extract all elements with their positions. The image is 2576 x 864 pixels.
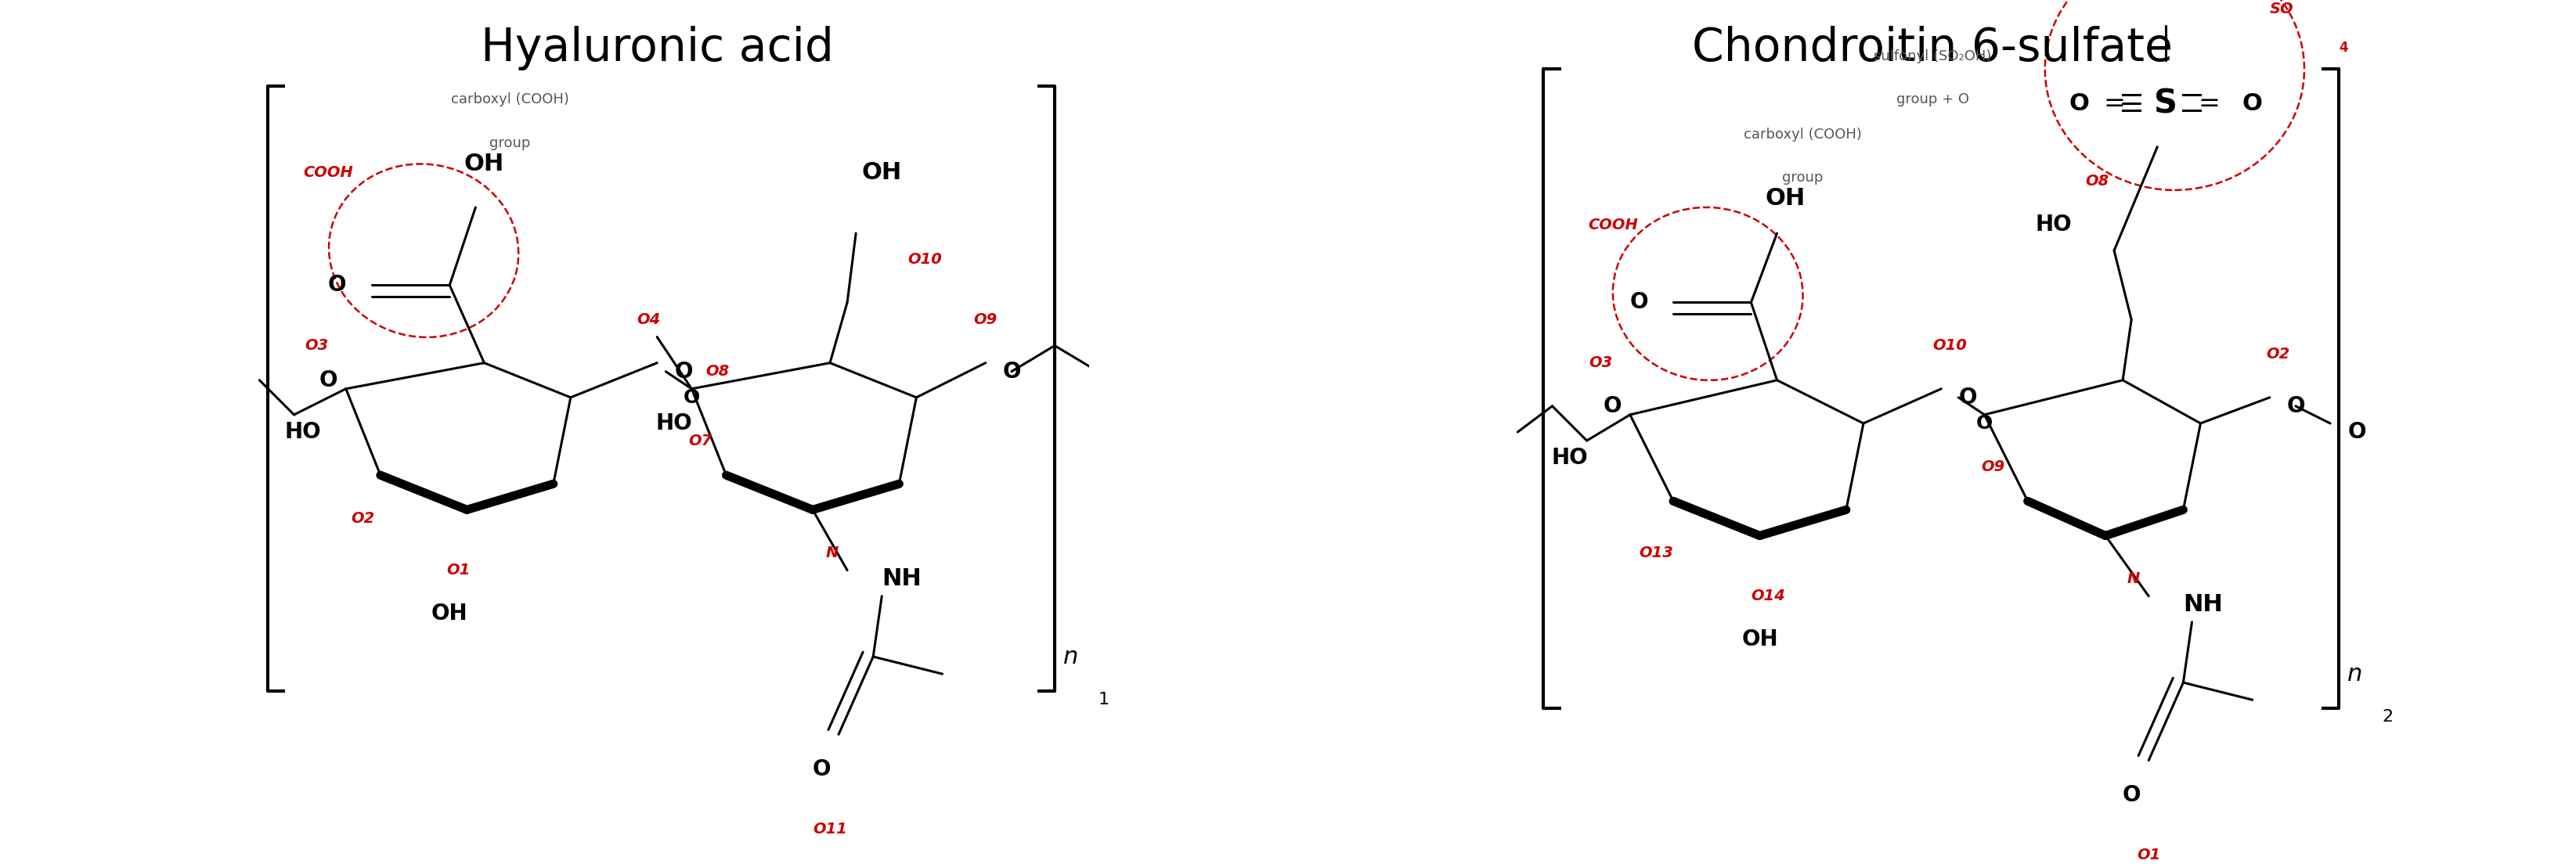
Text: OH: OH xyxy=(430,602,469,625)
Text: O: O xyxy=(1958,386,1976,409)
Text: O10: O10 xyxy=(907,251,943,267)
Text: OH: OH xyxy=(1741,628,1777,651)
Text: O8: O8 xyxy=(706,364,729,379)
Text: O9: O9 xyxy=(1981,459,2004,474)
Text: O: O xyxy=(1002,360,1020,383)
Text: carboxyl (COOH): carboxyl (COOH) xyxy=(1744,127,1862,142)
Text: COOH: COOH xyxy=(304,165,353,181)
Text: n: n xyxy=(1064,645,1079,668)
Text: OH: OH xyxy=(1765,187,1806,210)
Text: n: n xyxy=(2347,663,2362,685)
Text: group: group xyxy=(1783,170,1824,185)
Text: O: O xyxy=(675,360,693,383)
Text: HO: HO xyxy=(1551,447,1587,469)
Text: O: O xyxy=(327,274,345,296)
Text: 1: 1 xyxy=(1097,692,1108,708)
Text: OH: OH xyxy=(860,162,902,184)
Text: S: S xyxy=(2154,87,2177,120)
Text: O: O xyxy=(811,758,829,780)
Text: group + O: group + O xyxy=(1896,92,1968,107)
Text: O3: O3 xyxy=(304,338,330,353)
Text: O: O xyxy=(683,388,701,407)
Text: COOH: COOH xyxy=(1587,217,1638,232)
Text: O2: O2 xyxy=(2267,346,2290,362)
Text: O7: O7 xyxy=(688,433,711,448)
Text: Chondroitin 6-sulfate: Chondroitin 6-sulfate xyxy=(1692,26,2172,71)
Text: HO: HO xyxy=(657,412,693,435)
Text: O10: O10 xyxy=(1932,338,1965,353)
Text: N: N xyxy=(2128,571,2141,587)
Text: carboxyl (COOH): carboxyl (COOH) xyxy=(451,92,569,107)
Text: HO: HO xyxy=(283,421,322,443)
Text: N: N xyxy=(824,545,837,561)
Text: O8: O8 xyxy=(2084,174,2107,189)
Text: O14: O14 xyxy=(1752,588,1785,604)
Text: =: = xyxy=(2197,91,2221,117)
Text: NH: NH xyxy=(881,568,922,590)
Text: O: O xyxy=(2123,784,2141,806)
Text: 2: 2 xyxy=(2380,709,2393,725)
Text: sulfonyl (SO₂OH): sulfonyl (SO₂OH) xyxy=(1873,49,1991,64)
Text: 4: 4 xyxy=(2339,41,2347,55)
Text: O9: O9 xyxy=(974,312,997,327)
Text: O: O xyxy=(1976,414,1991,433)
Text: O: O xyxy=(319,369,337,391)
Text: O: O xyxy=(2069,92,2089,115)
Text: Hyaluronic acid: Hyaluronic acid xyxy=(479,26,835,71)
Text: O13: O13 xyxy=(1638,545,1672,561)
Text: =: = xyxy=(2102,91,2125,117)
Text: O1: O1 xyxy=(446,562,469,578)
Text: O4: O4 xyxy=(636,312,659,327)
Text: group: group xyxy=(489,136,531,150)
Text: O: O xyxy=(1628,291,1649,314)
Text: NH: NH xyxy=(2182,594,2223,616)
Text: O: O xyxy=(2287,395,2306,417)
Text: O11: O11 xyxy=(811,822,848,837)
Text: O: O xyxy=(2241,92,2262,115)
Text: O: O xyxy=(2347,421,2365,443)
Text: O1: O1 xyxy=(2136,848,2159,863)
Text: SO: SO xyxy=(2269,1,2293,16)
Text: OH: OH xyxy=(464,153,505,175)
Text: HO: HO xyxy=(2035,213,2071,236)
Text: O: O xyxy=(1602,395,1620,417)
Text: O3: O3 xyxy=(1589,355,1613,371)
Text: O2: O2 xyxy=(350,511,376,526)
